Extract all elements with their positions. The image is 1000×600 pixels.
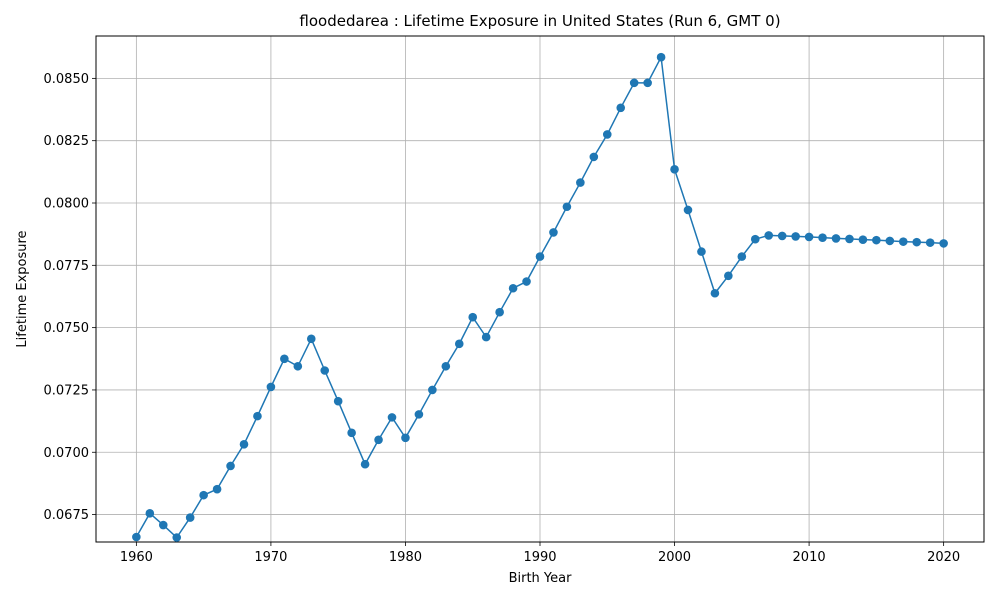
data-point bbox=[212, 484, 222, 494]
data-point bbox=[266, 382, 276, 392]
data-point bbox=[535, 252, 545, 261]
data-point bbox=[939, 239, 948, 248]
x-tick-label: 1990 bbox=[523, 550, 556, 565]
data-point bbox=[710, 288, 720, 298]
data-point bbox=[253, 411, 262, 421]
data-point bbox=[387, 413, 397, 422]
data-point bbox=[158, 520, 168, 530]
x-tick-label: 1970 bbox=[254, 550, 287, 565]
data-point bbox=[495, 307, 504, 317]
data-point bbox=[845, 234, 854, 244]
data-point bbox=[804, 232, 814, 242]
data-point bbox=[925, 238, 935, 247]
x-tick-label: 1960 bbox=[120, 550, 153, 565]
data-point bbox=[481, 332, 491, 342]
data-point bbox=[441, 361, 451, 371]
data-point bbox=[602, 130, 612, 139]
data-point bbox=[347, 428, 356, 438]
x-tick-label: 2020 bbox=[927, 550, 960, 565]
data-point bbox=[468, 312, 478, 322]
data-point bbox=[522, 277, 531, 286]
data-point bbox=[898, 237, 908, 246]
data-point bbox=[562, 202, 572, 212]
data-point bbox=[872, 235, 881, 245]
data-point bbox=[185, 513, 195, 522]
x-tick-label: 2010 bbox=[793, 550, 826, 565]
data-point bbox=[132, 532, 141, 542]
x-axis-label: Birth Year bbox=[509, 571, 573, 586]
y-tick-label: 0.0725 bbox=[44, 383, 90, 398]
y-axis-label: Lifetime Exposure bbox=[15, 230, 30, 347]
data-point bbox=[750, 234, 760, 244]
data-point bbox=[508, 283, 518, 293]
data-point bbox=[629, 78, 639, 88]
y-tick-label: 0.0775 bbox=[44, 259, 90, 274]
data-point bbox=[172, 533, 182, 542]
data-point bbox=[293, 361, 303, 371]
data-point bbox=[724, 271, 733, 281]
data-point bbox=[306, 334, 316, 344]
data-point bbox=[360, 459, 370, 469]
data-point bbox=[737, 252, 747, 261]
data-point bbox=[454, 339, 464, 349]
data-point bbox=[791, 232, 800, 241]
y-tick-label: 0.0750 bbox=[44, 321, 90, 336]
data-point bbox=[226, 461, 235, 471]
data-point bbox=[414, 410, 424, 419]
data-point bbox=[280, 354, 289, 364]
data-point bbox=[576, 178, 585, 187]
data-point bbox=[401, 433, 410, 443]
data-point bbox=[616, 103, 626, 113]
data-point bbox=[643, 78, 652, 88]
chart-title: floodedarea : Lifetime Exposure in Unite… bbox=[299, 12, 780, 30]
data-point bbox=[858, 235, 868, 244]
y-tick-label: 0.0850 bbox=[44, 72, 90, 87]
data-point bbox=[145, 509, 155, 518]
y-tick-label: 0.0700 bbox=[44, 446, 90, 461]
data-point bbox=[670, 165, 679, 174]
grid bbox=[96, 36, 984, 542]
data-point bbox=[549, 228, 558, 237]
data-point bbox=[333, 396, 343, 406]
data-point bbox=[589, 152, 599, 162]
data-point bbox=[777, 231, 787, 241]
x-tick-label: 1980 bbox=[389, 550, 422, 565]
data-point bbox=[697, 247, 706, 256]
data-point bbox=[683, 205, 693, 215]
data-point bbox=[656, 52, 666, 62]
data-point bbox=[374, 435, 383, 445]
y-tick-label: 0.0675 bbox=[44, 508, 90, 523]
data-point bbox=[428, 385, 437, 395]
y-tick-label: 0.0800 bbox=[44, 197, 90, 212]
data-point bbox=[320, 366, 330, 375]
data-point bbox=[199, 490, 208, 500]
x-tick-label: 2000 bbox=[658, 550, 691, 565]
y-tick-label: 0.0825 bbox=[44, 134, 90, 149]
data-point bbox=[818, 233, 827, 242]
data-point bbox=[831, 234, 841, 243]
data-point bbox=[912, 237, 922, 247]
data-point bbox=[239, 439, 249, 449]
axis-ticks: 1960 1970 1980 1990 2000 2010 2020 0.0675 0.0700… bbox=[44, 72, 961, 565]
data-point bbox=[764, 231, 774, 240]
data-point bbox=[885, 236, 895, 246]
data-points bbox=[132, 52, 948, 542]
